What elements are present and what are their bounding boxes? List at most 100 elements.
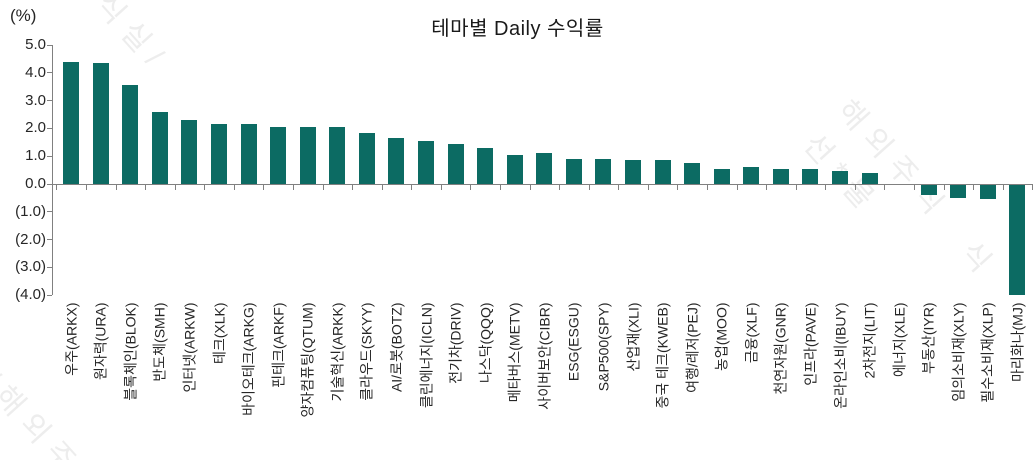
watermark-text: 식 xyxy=(953,236,1004,287)
bar-18 xyxy=(565,158,582,184)
category-label: 기술혁신(ARKK) xyxy=(329,302,346,401)
category-label: 인터넷(ARKW) xyxy=(181,302,198,392)
bar-1 xyxy=(63,61,80,184)
y-axis-tick-label: (2.0) xyxy=(15,230,46,248)
x-axis-tick xyxy=(115,184,117,190)
x-axis-tick xyxy=(322,184,324,190)
x-axis-tick xyxy=(854,184,856,190)
bar-27 xyxy=(832,171,849,184)
bar-28 xyxy=(861,172,878,184)
category-label: 양자컴퓨팅(QTUM) xyxy=(299,302,316,417)
x-axis-tick xyxy=(706,184,708,190)
category-label: 전기차(DRIV) xyxy=(447,302,464,384)
bar-22 xyxy=(684,163,701,184)
x-axis-tick xyxy=(588,184,590,190)
category-label: 핀테크(ARKF) xyxy=(270,302,287,388)
category-label: 온라인소비(IBUY) xyxy=(832,302,849,409)
x-axis-tick xyxy=(529,184,531,190)
bar-7 xyxy=(240,124,257,184)
x-axis-tick xyxy=(381,184,383,190)
x-axis-tick xyxy=(973,184,975,190)
x-axis-tick xyxy=(1032,184,1034,190)
x-axis-tick xyxy=(795,184,797,190)
x-axis-tick xyxy=(470,184,472,190)
category-label: 임의소비재(XLY) xyxy=(950,302,967,402)
category-label: 2차전지(LIT) xyxy=(861,302,878,378)
x-axis-tick xyxy=(174,184,176,190)
y-axis-tick xyxy=(47,211,52,213)
x-axis-tick xyxy=(943,184,945,190)
category-label: 중국 테크(KWEB) xyxy=(654,302,671,408)
category-label: S&P500(SPY) xyxy=(595,302,612,391)
y-axis-tick-label: 2.0 xyxy=(25,119,46,137)
bar-13 xyxy=(418,140,435,184)
bar-25 xyxy=(772,168,789,184)
bar-5 xyxy=(181,120,198,184)
category-label: 에너지(XLE) xyxy=(891,302,908,377)
category-label: 여행/레저(PEJ) xyxy=(684,302,701,393)
y-axis-tick-label: 5.0 xyxy=(25,36,46,53)
y-axis-tick-label: (1.0) xyxy=(15,202,46,220)
bar-12 xyxy=(388,138,405,184)
category-label: AI/로봇(BOTZ) xyxy=(388,302,405,392)
bar-24 xyxy=(743,167,760,184)
x-axis-tick xyxy=(677,184,679,190)
bar-17 xyxy=(536,153,553,184)
y-axis-tick-label: (4.0) xyxy=(15,286,46,304)
category-label: 테크(XLK) xyxy=(211,302,228,364)
y-axis-line xyxy=(52,45,53,296)
x-axis-tick xyxy=(56,184,58,190)
category-label: 천연자원(GNR) xyxy=(772,302,789,394)
bar-9 xyxy=(299,127,316,184)
x-axis-tick xyxy=(233,184,235,190)
category-label: 사이버보안(CIBR) xyxy=(536,302,553,410)
bar-3 xyxy=(122,85,139,184)
y-axis-tick xyxy=(47,72,52,74)
y-axis-tick xyxy=(47,294,52,296)
y-axis-tick-label: 3.0 xyxy=(25,91,46,109)
bar-21 xyxy=(654,160,671,184)
chart-title: 테마별 Daily 수익률 xyxy=(431,18,604,40)
bar-31 xyxy=(950,185,967,198)
x-axis-tick xyxy=(736,184,738,190)
y-axis-tick xyxy=(47,155,52,157)
category-label: 나스닥(QQQ) xyxy=(477,302,494,383)
category-label: 마리화나(MJ) xyxy=(1009,302,1026,382)
bar-30 xyxy=(920,185,937,195)
y-axis-tick xyxy=(47,266,52,268)
y-axis-tick xyxy=(47,183,52,185)
watermark-text: 물/해외주 xyxy=(0,338,89,460)
x-axis-tick xyxy=(85,184,87,190)
x-axis-tick xyxy=(559,184,561,190)
x-axis-tick xyxy=(884,184,886,190)
y-axis-tick-label: 1.0 xyxy=(25,147,46,165)
x-axis-tick xyxy=(913,184,915,190)
category-label: 클린에너지(ICLN) xyxy=(418,302,435,408)
y-axis-tick-label: 4.0 xyxy=(25,63,46,81)
category-label: 부동산(IYR) xyxy=(920,302,937,374)
bar-33 xyxy=(1009,185,1026,295)
bar-20 xyxy=(625,160,642,184)
y-axis-tick xyxy=(47,127,52,129)
y-axis-unit-label: (%) xyxy=(10,6,37,25)
bar-11 xyxy=(358,132,375,184)
x-axis-tick xyxy=(292,184,294,190)
x-axis-tick xyxy=(766,184,768,190)
category-label: 인프라(PAVE) xyxy=(802,302,819,386)
x-axis-tick xyxy=(440,184,442,190)
category-label: 금융(XLF) xyxy=(743,302,760,363)
x-axis-tick xyxy=(647,184,649,190)
bar-15 xyxy=(477,147,494,184)
bar-4 xyxy=(151,111,168,184)
x-axis-tick xyxy=(204,184,206,190)
bar-2 xyxy=(92,63,109,184)
x-axis-tick xyxy=(499,184,501,190)
category-label: 농업(MOO) xyxy=(713,302,730,371)
bar-23 xyxy=(713,168,730,184)
category-label: 바이오테크(ARKG) xyxy=(240,302,257,416)
category-label: 클라우드(SKYY) xyxy=(358,302,375,401)
x-axis-line xyxy=(52,184,1032,185)
bar-19 xyxy=(595,158,612,184)
x-axis-tick xyxy=(618,184,620,190)
